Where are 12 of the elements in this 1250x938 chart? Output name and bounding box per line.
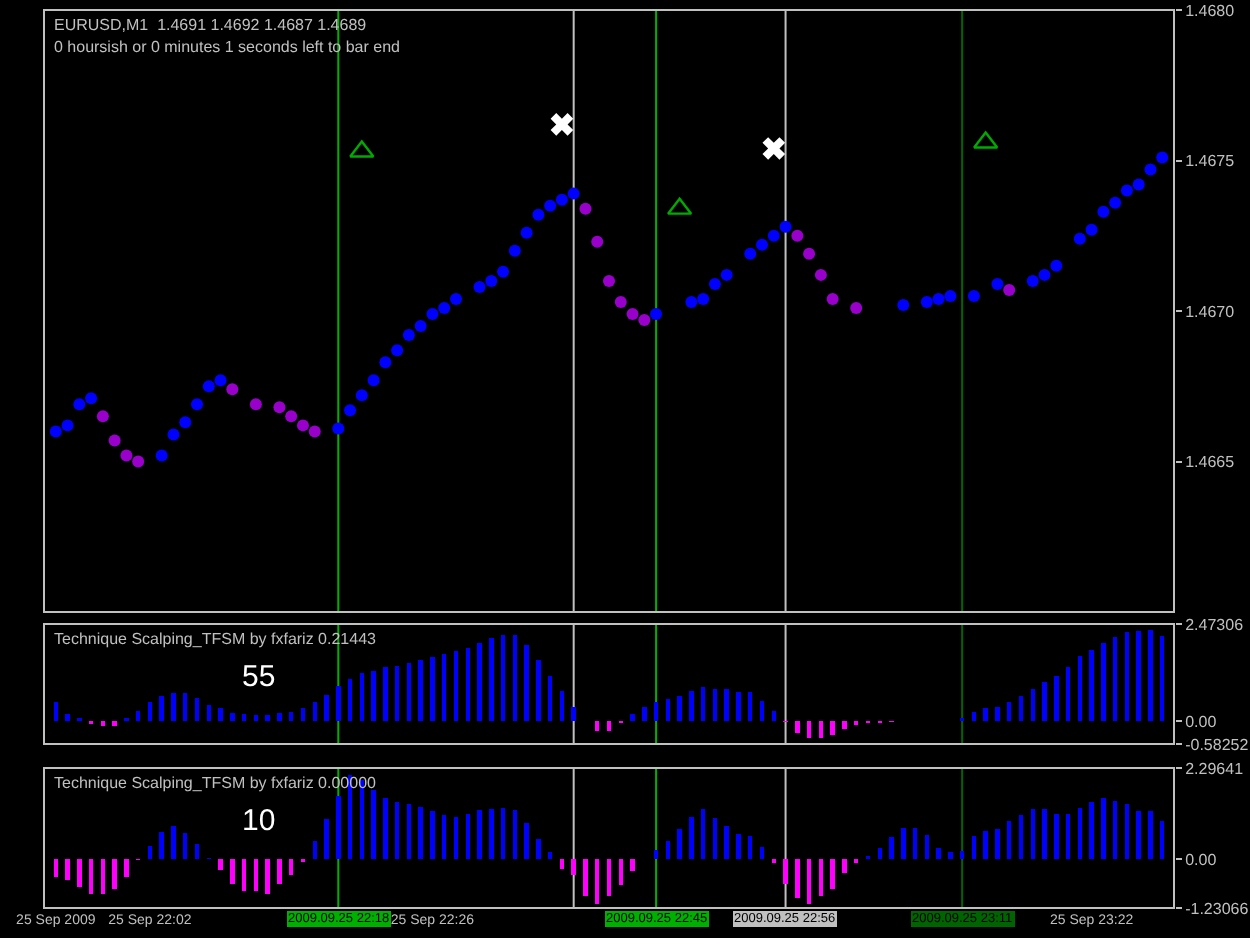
y-tick-label: 0.00 bbox=[1185, 712, 1218, 731]
y-tick-label: 1.4665 bbox=[1185, 453, 1236, 472]
y-tick-label: 2.47306 bbox=[1185, 615, 1245, 634]
y-tick-label: 2.29641 bbox=[1185, 759, 1245, 778]
y-tick-label: -1.23066 bbox=[1185, 899, 1250, 918]
y-tick-label: 1.4675 bbox=[1185, 152, 1236, 171]
annotation: 10 bbox=[242, 804, 276, 838]
y-tick-label: 1.4670 bbox=[1185, 302, 1236, 321]
y-tick-label: 1.4680 bbox=[1185, 1, 1236, 20]
annotation: 55 bbox=[242, 660, 276, 694]
y-tick-label: 0.00 bbox=[1185, 850, 1218, 869]
y-tick-label: -0.58252 bbox=[1185, 735, 1250, 754]
